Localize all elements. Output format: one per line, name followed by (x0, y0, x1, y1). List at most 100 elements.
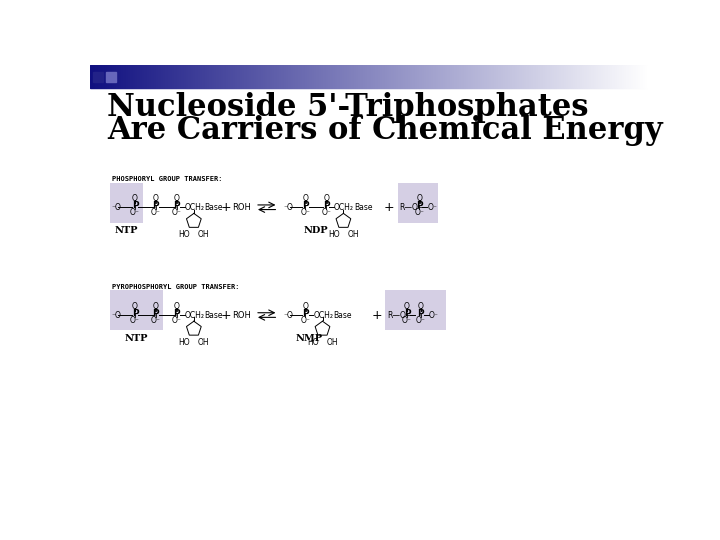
Bar (117, 65, 118, 88)
Bar (250, 65, 251, 88)
Bar (377, 65, 378, 88)
Bar (454, 65, 455, 88)
Bar (225, 65, 226, 88)
Bar (644, 65, 645, 88)
Bar (147, 65, 148, 88)
Bar (488, 65, 489, 88)
Bar (293, 65, 294, 88)
Bar (416, 65, 417, 88)
Bar (171, 65, 172, 88)
Text: +: + (384, 201, 395, 214)
Bar (566, 65, 567, 88)
Bar (553, 65, 554, 88)
Bar (127, 65, 128, 88)
Bar (645, 65, 646, 88)
Bar (236, 65, 238, 88)
Bar (129, 65, 130, 88)
Bar (260, 65, 261, 88)
Bar (114, 65, 116, 88)
Bar (556, 65, 557, 88)
Bar (437, 65, 438, 88)
Bar (516, 65, 517, 88)
Bar (186, 65, 187, 88)
Bar (141, 65, 142, 88)
Bar (609, 65, 610, 88)
Bar (304, 65, 305, 88)
Bar (279, 65, 280, 88)
Bar (182, 65, 183, 88)
Bar (130, 65, 131, 88)
Bar (216, 65, 217, 88)
Bar (486, 65, 487, 88)
Bar (429, 65, 431, 88)
Text: OCH₂: OCH₂ (184, 202, 204, 212)
Bar (363, 65, 364, 88)
Bar (397, 65, 398, 88)
Bar (140, 65, 141, 88)
Bar (282, 65, 283, 88)
Bar (167, 65, 168, 88)
Bar (572, 65, 573, 88)
Bar (193, 65, 194, 88)
Bar (379, 65, 380, 88)
Bar (252, 65, 253, 88)
Bar (456, 65, 457, 88)
Text: O⁻: O⁻ (151, 208, 161, 217)
Bar (402, 65, 403, 88)
Bar (468, 65, 469, 88)
Bar (442, 65, 443, 88)
Bar (587, 65, 588, 88)
Bar (620, 65, 621, 88)
Text: +: + (372, 308, 382, 321)
Bar (248, 65, 249, 88)
Bar (125, 65, 126, 88)
Bar (297, 65, 299, 88)
Bar (235, 65, 236, 88)
Bar (124, 65, 125, 88)
Bar (365, 65, 366, 88)
Text: +: + (220, 308, 231, 321)
Bar (258, 65, 259, 88)
Bar (228, 65, 229, 88)
Bar (424, 65, 425, 88)
Bar (458, 65, 459, 88)
Bar (522, 65, 523, 88)
Text: O: O (404, 302, 410, 311)
Bar (639, 65, 640, 88)
Bar (357, 65, 358, 88)
Bar (426, 65, 427, 88)
Bar (330, 65, 331, 88)
Bar (507, 65, 508, 88)
Bar (170, 65, 171, 88)
Bar (368, 65, 369, 88)
Bar (239, 65, 240, 88)
Text: +: + (220, 201, 231, 214)
Bar (543, 65, 544, 88)
Bar (267, 65, 269, 88)
Bar (157, 65, 158, 88)
Bar (444, 65, 445, 88)
Bar (473, 65, 474, 88)
Bar (175, 65, 176, 88)
Bar (255, 65, 256, 88)
Bar (346, 65, 347, 88)
Bar (351, 65, 352, 88)
Bar (506, 65, 507, 88)
Bar (446, 65, 447, 88)
Bar (243, 65, 244, 88)
Bar (213, 65, 214, 88)
Bar (595, 65, 596, 88)
Bar (646, 65, 647, 88)
Bar (549, 65, 550, 88)
Bar (261, 65, 262, 88)
Bar (166, 65, 167, 88)
Bar (593, 65, 594, 88)
Bar (337, 65, 338, 88)
Text: ⁻O: ⁻O (284, 310, 294, 320)
Bar (359, 65, 360, 88)
Bar (302, 65, 303, 88)
Bar (326, 65, 327, 88)
Bar (232, 65, 233, 88)
Text: ROH: ROH (232, 202, 251, 212)
Bar (273, 65, 274, 88)
